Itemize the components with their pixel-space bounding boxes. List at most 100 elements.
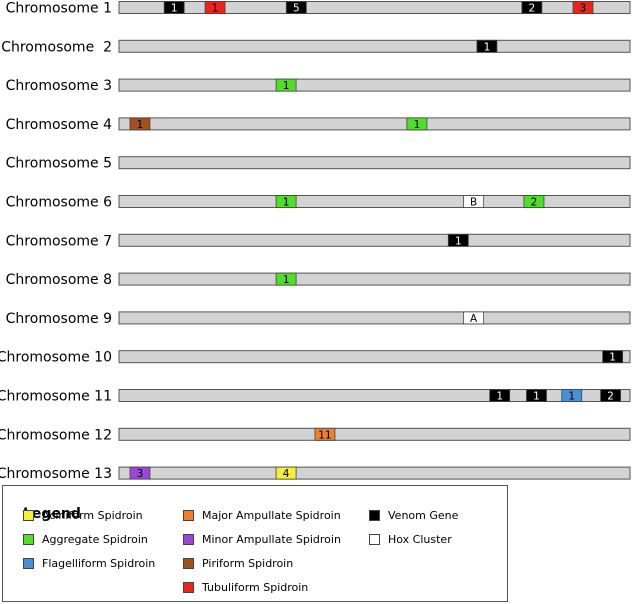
legend-item-major: Major Ampullate Spidroin [183, 509, 341, 522]
legend-label: Tubuliform Spidroin [202, 581, 309, 594]
feature-count-label: 5 [293, 3, 300, 15]
feature-block [314, 427, 336, 441]
feature-count-label: 3 [580, 3, 587, 15]
chromosome-bar [118, 350, 631, 364]
legend-item-aggregate: Aggregate Spidroin [23, 533, 148, 546]
feature-block [406, 117, 428, 131]
chromosome-label: Chromosome 9 [6, 311, 112, 327]
feature-aggregate: 1 [406, 117, 428, 131]
chromosome-label: Chromosome 4 [6, 117, 112, 133]
feature-minor: 3 [129, 466, 151, 480]
feature-aggregate: 1 [275, 195, 297, 209]
feature-block [476, 39, 498, 53]
legend-item-flagelliform: Flagelliform Spidroin [23, 557, 155, 570]
feature-count-label: 1 [568, 391, 575, 403]
feature-count-label: 1 [414, 119, 421, 131]
feature-tubuliform: 3 [572, 1, 594, 15]
chromosome-row: Chromosome 4 1 1 [6, 117, 631, 133]
feature-count-label: 1 [484, 41, 491, 53]
chromosome-row: Chromosome 11 1 1 1 2 [0, 389, 631, 405]
chromosome-row: Chromosome 13 3 4 [0, 466, 631, 482]
feature-block [602, 350, 624, 364]
legend-swatch [369, 510, 380, 521]
feature-hox: B [463, 195, 485, 209]
feature-block [523, 195, 545, 208]
feature-venom: 1 [526, 389, 547, 403]
legend-item-tubuliform: Tubuliform Spidroin [183, 581, 308, 594]
legend-swatch [183, 510, 194, 521]
feature-block [572, 1, 594, 14]
feature-venom: 1 [476, 39, 498, 53]
feature-major: 11 [314, 427, 336, 441]
chromosome-bar [118, 39, 631, 53]
feature-count-label: 1 [609, 352, 616, 364]
chromosome-row: Chromosome 7 1 [6, 233, 631, 249]
feature-block [204, 1, 226, 14]
chromosome-row: Chromosome 6 1 B 2 [6, 195, 631, 211]
feature-block [561, 389, 583, 402]
feature-venom: 1 [489, 389, 511, 403]
legend-box: Legend Aciniform Spidroin Aggregate Spidr… [2, 485, 508, 602]
legend-label: Aciniform Spidroin [42, 509, 143, 522]
chromosome-label: Chromosome 7 [6, 233, 112, 249]
feature-count-label: 1 [283, 274, 290, 286]
feature-block [275, 78, 297, 92]
legend-swatch [183, 582, 194, 593]
feature-flagelliform: 1 [561, 389, 583, 403]
feature-block [521, 1, 543, 14]
chromosome-row: Chromosome 12 11 [0, 427, 631, 443]
feature-count-label: 1 [212, 3, 219, 15]
legend-label: Aggregate Spidroin [42, 533, 148, 546]
chromosome-bar [118, 117, 631, 131]
legend-label: Piriform Spidroin [202, 557, 294, 570]
feature-count-label: 1 [533, 391, 540, 403]
feature-venom: 1 [163, 1, 185, 15]
feature-count-label: 1 [283, 80, 290, 92]
feature-block [275, 195, 297, 208]
chromosome-row: Chromosome 2 1 [1, 39, 631, 55]
feature-count-label: 2 [531, 197, 538, 209]
chromosome-label: Chromosome 8 [6, 272, 112, 288]
feature-block [285, 1, 307, 14]
chromosome-bar [118, 427, 631, 441]
chromosome-label: Chromosome 12 [0, 427, 112, 443]
feature-aggregate: 2 [523, 195, 545, 209]
feature-aciniform: 4 [275, 466, 297, 480]
legend-label: Venom Gene [388, 509, 459, 522]
chromosome-row: Chromosome 5 [6, 156, 631, 172]
feature-hox: A [463, 311, 485, 325]
feature-count-label: 2 [607, 391, 614, 403]
legend-swatch [369, 534, 380, 545]
feature-venom: 2 [521, 1, 543, 15]
chromosome-bar [118, 195, 631, 208]
legend-swatch [183, 534, 194, 545]
feature-block [129, 117, 151, 131]
legend-item-hox: Hox Cluster [369, 533, 452, 546]
legend-item-aciniform: Aciniform Spidroin [23, 509, 143, 522]
feature-venom: 1 [602, 350, 624, 364]
feature-block [600, 389, 621, 402]
chromosome-label: Chromosome 3 [6, 78, 112, 94]
feature-count-label: B [470, 197, 477, 209]
chromosome-label: Chromosome 5 [6, 156, 112, 172]
feature-count-label: 11 [318, 429, 331, 441]
legend-label: Hox Cluster [388, 533, 452, 546]
legend-swatch [183, 558, 194, 569]
feature-block [463, 311, 485, 325]
chromosome-label: Chromosome 6 [6, 195, 112, 211]
chromosome-bar [118, 1, 631, 14]
feature-block [275, 466, 297, 480]
feature-count-label: 1 [137, 119, 144, 131]
legend-swatch [23, 510, 34, 521]
feature-piriform: 1 [129, 117, 151, 131]
legend-item-minor: Minor Ampullate Spidroin [183, 533, 341, 546]
feature-count-label: 3 [137, 468, 144, 480]
chromosome-bar [118, 272, 631, 286]
feature-block [129, 466, 151, 480]
legend-label: Minor Ampullate Spidroin [202, 533, 341, 546]
chromosome-label: Chromosome 10 [0, 350, 112, 366]
feature-venom: 2 [600, 389, 621, 403]
feature-block [275, 272, 297, 286]
feature-block [463, 195, 485, 208]
feature-count-label: 4 [283, 468, 290, 480]
